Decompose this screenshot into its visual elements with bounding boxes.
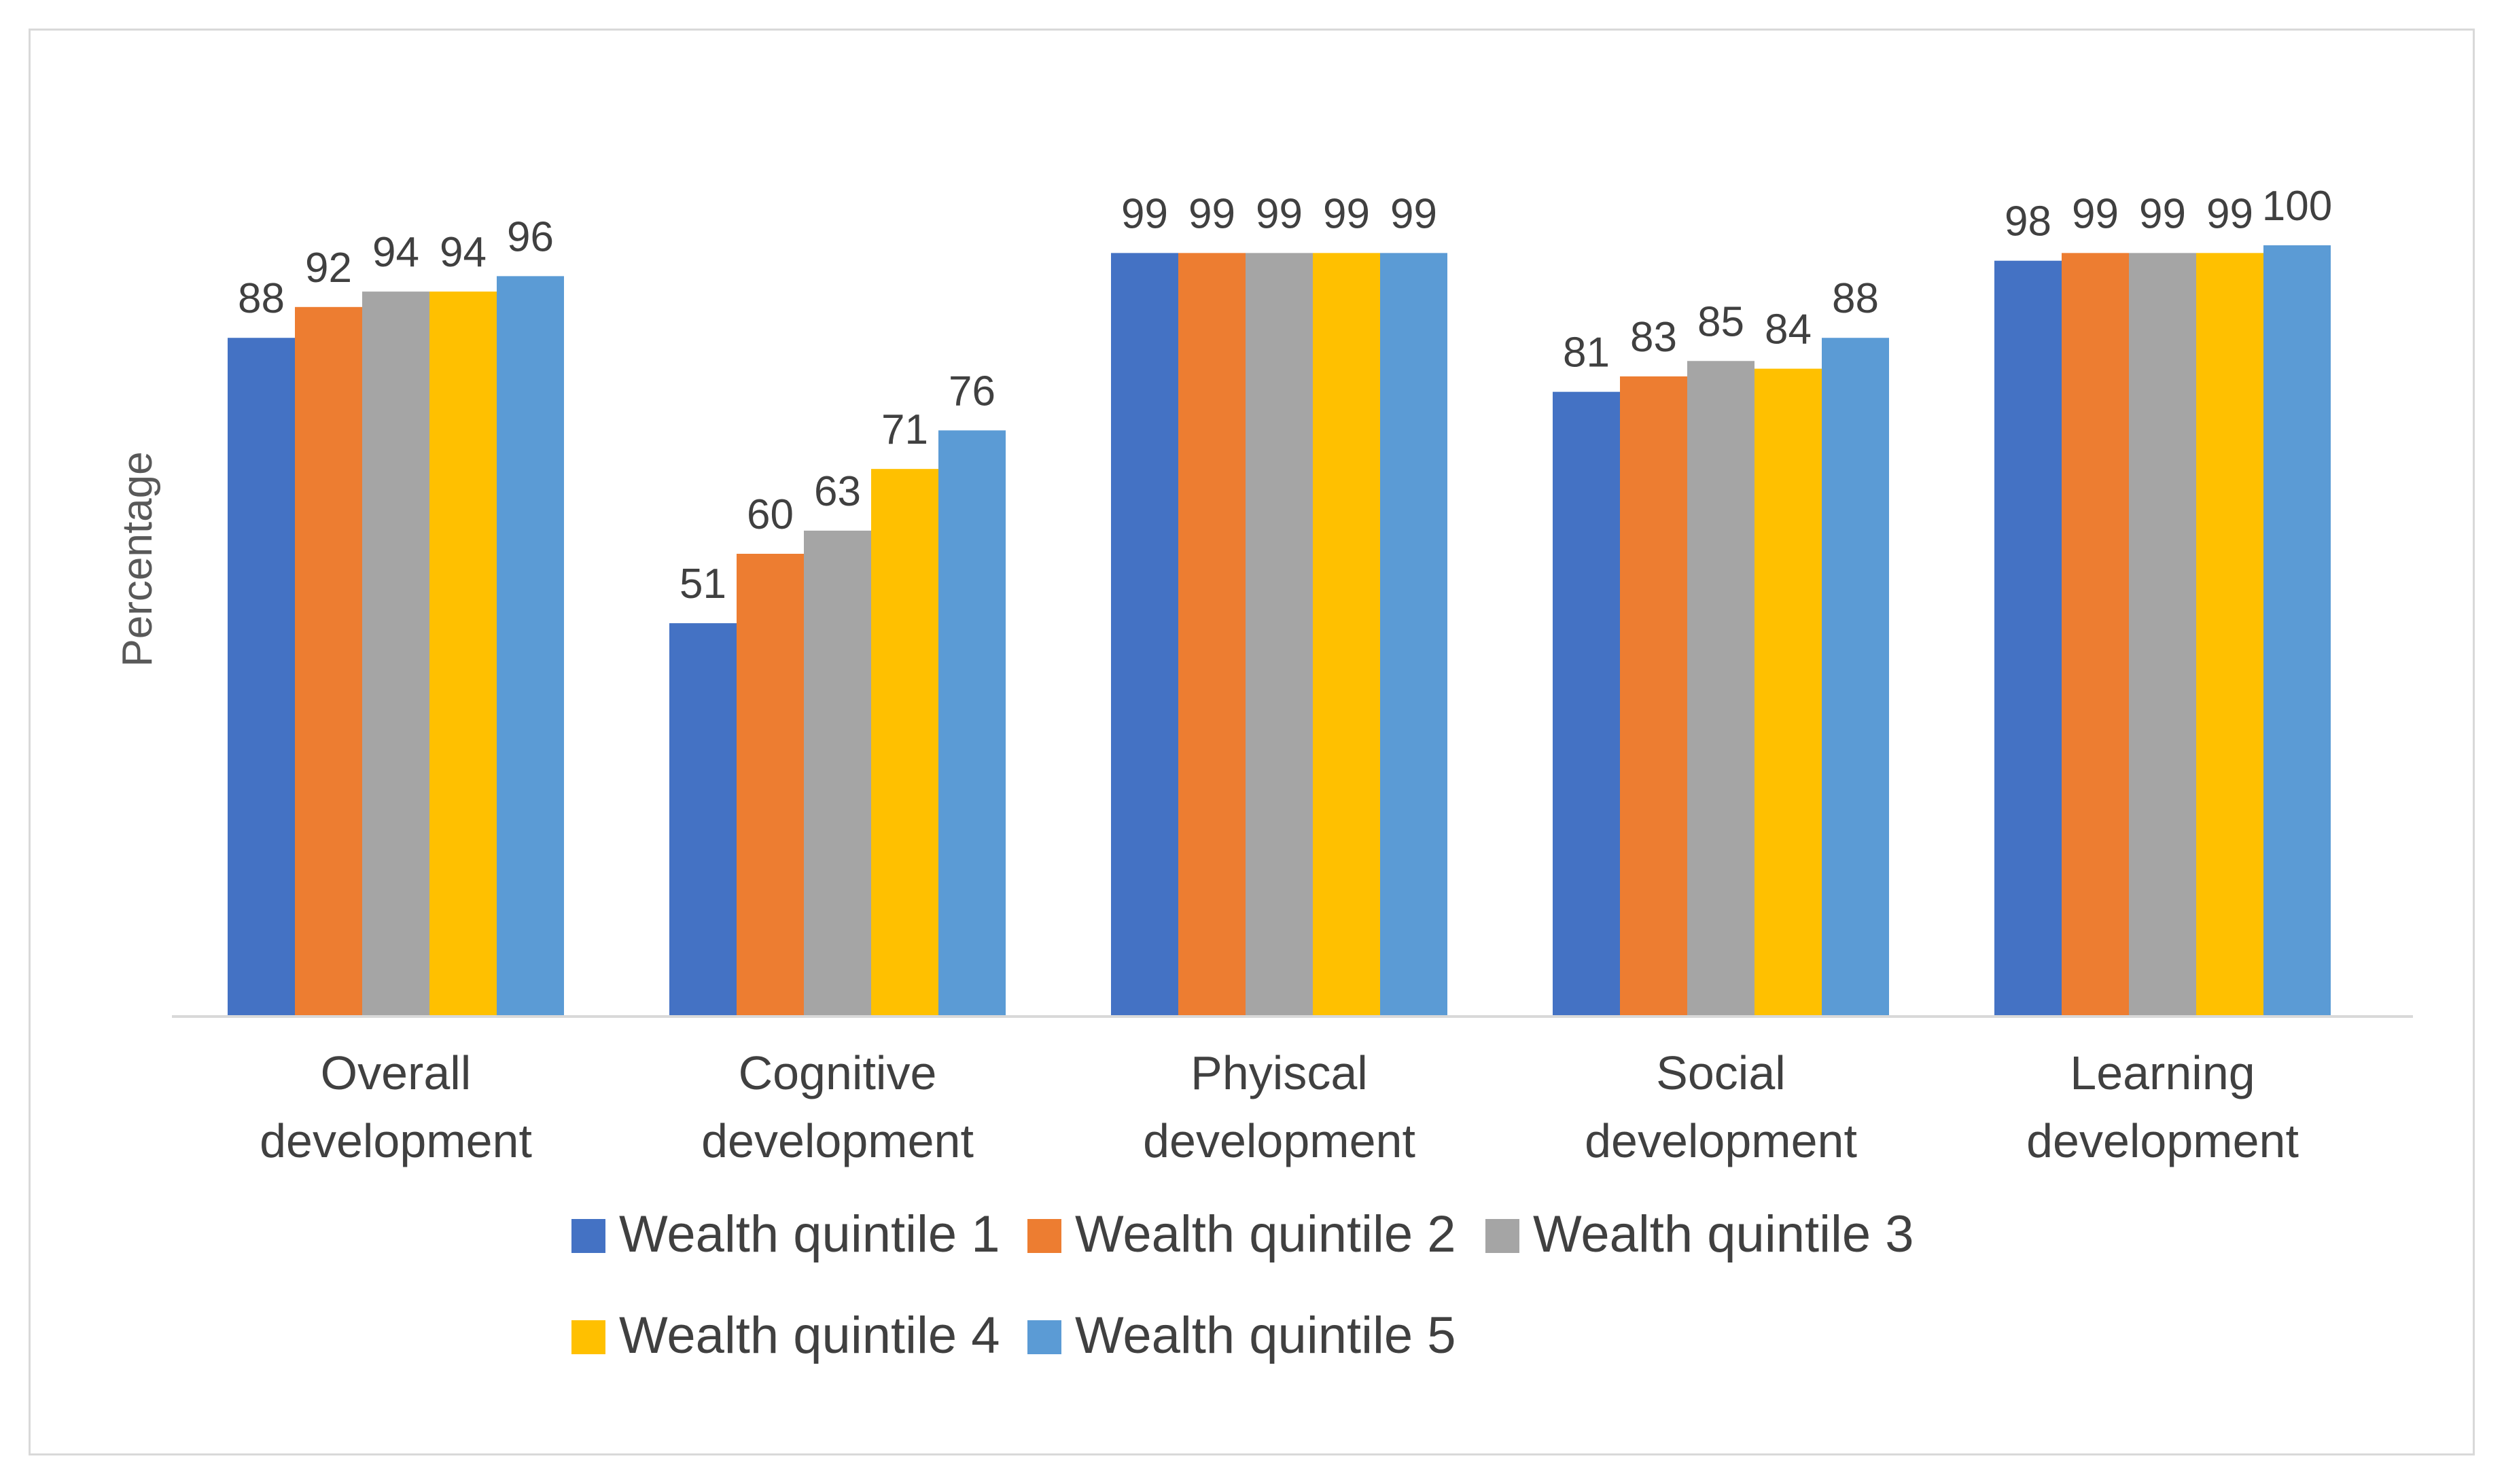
data-labels-layer: 88 92 94 94 96 51 60 63 71 76 99 99 99 99 99 81 83 85 84 88… <box>238 183 2332 607</box>
data-label-3-series-1: 99 <box>1121 190 1168 237</box>
data-label-4-series-2: 83 <box>1630 314 1677 361</box>
category-label-5-line-1: Learning <box>2070 1046 2255 1099</box>
legend-swatch-4 <box>571 1320 605 1354</box>
data-label-2-series-5: 76 <box>949 368 995 414</box>
data-label-2-series-2: 60 <box>747 491 794 538</box>
data-label-1-series-2: 92 <box>305 245 352 292</box>
y-axis-title: Percentage <box>114 451 161 667</box>
data-label-2-series-1: 51 <box>680 561 726 607</box>
bar-3-series-1 <box>1111 253 1178 1017</box>
data-label-2-series-4: 71 <box>881 406 928 453</box>
bar-2-series-4 <box>871 469 938 1017</box>
bar-2-series-1 <box>669 623 737 1017</box>
category-label-5-line-2: development <box>2026 1114 2299 1167</box>
data-label-4-series-1: 81 <box>1563 330 1610 376</box>
bar-1-series-5 <box>497 276 564 1017</box>
bar-chart: 88 92 94 94 96 51 60 63 71 76 99 99 99 99 99 81 83 85 84 88… <box>114 183 2413 1364</box>
category-label-2-line-1: Cognitive <box>739 1046 937 1099</box>
data-label-3-series-4: 99 <box>1323 190 1370 237</box>
bar-4-series-3 <box>1687 361 1754 1017</box>
data-label-1-series-4: 94 <box>440 229 487 276</box>
data-label-4-series-5: 88 <box>1832 275 1879 322</box>
legend-label-3: Wealth quintile 3 <box>1533 1205 1914 1263</box>
bar-5-series-1 <box>1994 260 2062 1017</box>
legend-label-4: Wealth quintile 4 <box>619 1307 1000 1364</box>
data-label-3-series-5: 99 <box>1390 190 1437 237</box>
bar-4-series-4 <box>1754 368 1822 1017</box>
category-label-3-line-1: Phyiscal <box>1191 1046 1368 1099</box>
data-label-1-series-5: 96 <box>507 213 554 260</box>
data-label-1-series-1: 88 <box>238 275 285 322</box>
data-label-4-series-4: 84 <box>1765 306 1812 353</box>
bar-1-series-3 <box>362 292 429 1017</box>
bar-2-series-5 <box>938 430 1006 1017</box>
bar-3-series-4 <box>1313 253 1380 1017</box>
legend-swatch-1 <box>571 1219 605 1253</box>
category-label-3-line-2: development <box>1143 1114 1415 1167</box>
bar-4-series-5 <box>1822 338 1889 1017</box>
bar-2-series-2 <box>737 554 804 1017</box>
bar-4-series-1 <box>1553 391 1620 1017</box>
data-label-5-series-2: 99 <box>2072 190 2119 237</box>
category-label-4-line-1: Social <box>1656 1046 1786 1099</box>
legend-swatch-5 <box>1027 1320 1061 1354</box>
data-label-3-series-2: 99 <box>1188 190 1235 237</box>
bar-1-series-1 <box>228 338 295 1017</box>
category-label-1-line-1: Overall <box>321 1046 472 1099</box>
data-label-1-series-3: 94 <box>372 229 419 276</box>
legend-label-2: Wealth quintile 2 <box>1075 1205 1456 1263</box>
data-label-5-series-1: 98 <box>2005 198 2051 245</box>
data-label-4-series-3: 85 <box>1697 298 1744 345</box>
bar-1-series-4 <box>429 292 497 1017</box>
category-label-4-line-2: development <box>1585 1114 1857 1167</box>
legend-label-1: Wealth quintile 1 <box>619 1205 1000 1263</box>
bar-2-series-3 <box>804 530 871 1017</box>
legend-label-5: Wealth quintile 5 <box>1075 1307 1456 1364</box>
category-labels-layer: Overall development Cognitive development Ph… <box>260 1046 2299 1167</box>
bar-5-series-3 <box>2129 253 2196 1017</box>
legend-swatch-2 <box>1027 1219 1061 1253</box>
bar-5-series-2 <box>2062 253 2129 1017</box>
bar-3-series-2 <box>1178 253 1246 1017</box>
category-label-1-line-2: development <box>260 1114 532 1167</box>
chart-frame: 88 92 94 94 96 51 60 63 71 76 99 99 99 99 99 81 83 85 84 88… <box>29 29 2475 1455</box>
bar-3-series-5 <box>1380 253 1447 1017</box>
data-label-3-series-3: 99 <box>1256 190 1303 237</box>
bar-5-series-4 <box>2196 253 2263 1017</box>
bars-layer <box>228 245 2331 1017</box>
category-label-2-line-2: development <box>701 1114 974 1167</box>
bar-5-series-5 <box>2263 245 2331 1017</box>
bar-4-series-2 <box>1620 376 1687 1017</box>
data-label-5-series-3: 99 <box>2139 190 2186 237</box>
legend: Wealth quintile 1 Wealth quintile 2 Wealth… <box>571 1205 1914 1364</box>
bar-3-series-3 <box>1246 253 1313 1017</box>
data-label-5-series-5: 100 <box>2262 183 2332 230</box>
data-label-5-series-4: 99 <box>2206 190 2253 237</box>
data-label-2-series-3: 63 <box>814 468 861 515</box>
bar-1-series-2 <box>295 306 362 1017</box>
legend-swatch-3 <box>1485 1219 1519 1253</box>
